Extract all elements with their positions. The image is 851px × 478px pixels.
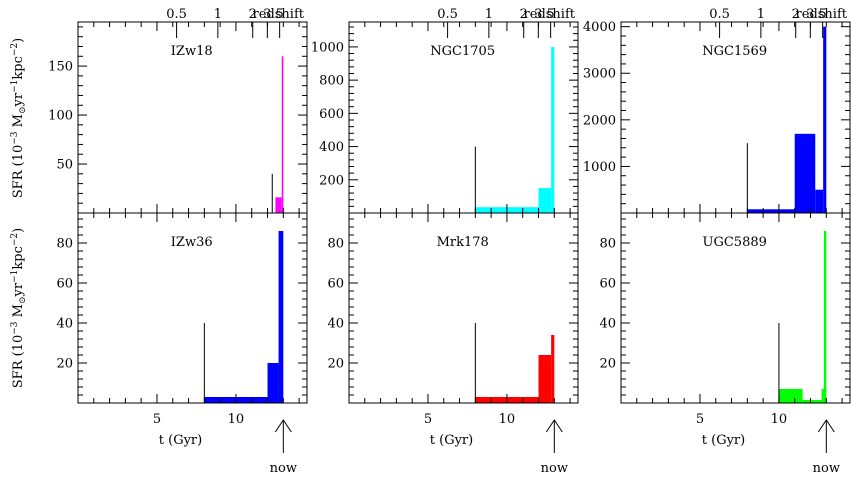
x-axis-label: t (Gyr) (702, 433, 745, 448)
y-tick-label: 400 (319, 140, 344, 155)
redshift-tick-label: 3 (806, 7, 814, 22)
panel-name-label: NGC1569 (702, 44, 767, 59)
y-tick-label: 20 (327, 357, 344, 372)
sfr-bar-3 (823, 231, 827, 403)
panel-izw18: 50 100 150 IZw18 532 1 0.5 redshift (48, 7, 308, 214)
panel-ngc1705: 200 400 600 800 1000 NGC1705 532 1 0.5 redshift (311, 7, 579, 214)
y-tick-label: 40 (599, 317, 616, 332)
sfr-bar-2 (815, 189, 824, 213)
redshift-tick-label: 5 (819, 7, 827, 22)
y-tick-label: 2000 (583, 113, 616, 128)
panel-mrk178: 20 40 60 80 5 10 Mrk178 t (Gyr) now (327, 212, 579, 476)
redshift-tick-label: 1 (485, 7, 493, 22)
y-tick-label: 4000 (583, 20, 616, 35)
y-tick-label: 80 (56, 237, 73, 252)
x-axis-label: t (Gyr) (159, 433, 202, 448)
redshift-tick-label: 5 (276, 7, 284, 22)
redshift-tick-label: 2 (249, 7, 257, 22)
sfr-bar-1 (538, 355, 552, 403)
sfr-bar-1 (538, 188, 552, 213)
panel-frame (348, 212, 579, 404)
y-tick-label: 50 (56, 158, 73, 173)
y-tick-label: 60 (327, 277, 344, 292)
panel-name-label: Mrk178 (437, 235, 489, 250)
sfr-bar-2 (551, 335, 555, 403)
sfr-bar-1 (267, 363, 279, 403)
redshift-tick-label: 3 (263, 7, 271, 22)
redshift-axis-label: redshift (253, 7, 305, 22)
sfr-bar-1 (802, 400, 822, 403)
redshift-tick-label: 0.5 (437, 7, 458, 22)
x-tick-label: 5 (696, 412, 704, 427)
x-tick-label: 10 (771, 412, 788, 427)
sfr-bar-3 (823, 26, 827, 213)
y-tick-label: 800 (319, 74, 344, 89)
y-tick-label: 1000 (311, 40, 344, 55)
y-tick-label: 3000 (583, 67, 616, 82)
y-axis-label-upper: SFR (10−3 M⊙yr−1kpc−2) (10, 38, 28, 198)
panel-ugc5889: 20 40 60 80 5 10 UGC5889 t (Gyr) now (599, 212, 851, 476)
panel-name-label: IZw36 (171, 235, 213, 250)
panel-izw36: 20 40 60 80 5 10 IZw36 t (Gyr) now (56, 212, 308, 476)
y-tick-label: 20 (599, 357, 616, 372)
sfr-bar-0 (747, 209, 795, 213)
y-tick-label: 40 (327, 317, 344, 332)
x-tick-label: 5 (153, 412, 161, 427)
x-tick-label: 10 (228, 412, 245, 427)
now-label: now (813, 461, 840, 476)
now-label: now (270, 461, 297, 476)
redshift-tick-label: 1 (214, 7, 222, 22)
now-label: now (541, 461, 568, 476)
sfr-bar-0 (275, 197, 282, 213)
panel-ngc1569: 1000 2000 3000 4000 NGC1569 532 1 0.5 redshift (583, 7, 851, 214)
panel-frame (77, 212, 308, 404)
redshift-axis-label: redshift (796, 7, 848, 22)
sfr-bar-2 (551, 46, 555, 214)
panel-name-label: NGC1705 (430, 44, 495, 59)
x-tick-label: 10 (499, 412, 516, 427)
y-tick-label: 20 (56, 357, 73, 372)
now-arrow-head (274, 419, 292, 433)
now-arrow-head (545, 419, 563, 433)
y-axis-label-text-upper: SFR (10−3 M⊙yr−1kpc−2) (10, 38, 28, 198)
y-tick-label: 100 (48, 109, 73, 124)
sfr-bar-1 (794, 133, 816, 213)
y-tick-label: 40 (56, 317, 73, 332)
y-tick-label: 60 (599, 277, 616, 292)
redshift-tick-label: 5 (547, 7, 555, 22)
panel-frame (620, 212, 851, 404)
x-axis-label: t (Gyr) (430, 433, 473, 448)
y-tick-label: 60 (56, 277, 73, 292)
panel-name-label: UGC5889 (703, 235, 767, 250)
redshift-tick-label: 3 (534, 7, 542, 22)
sfr-bar-2 (821, 389, 824, 403)
y-tick-label: 1000 (583, 160, 616, 175)
redshift-axis-label: redshift (524, 7, 576, 22)
redshift-tick-label: 2 (520, 7, 528, 22)
sfr-bar-0 (778, 389, 803, 403)
y-tick-label: 200 (319, 173, 344, 188)
redshift-tick-label: 0.5 (166, 7, 187, 22)
y-tick-label: 80 (599, 237, 616, 252)
panel-name-label: IZw18 (171, 44, 213, 59)
redshift-tick-label: 0.5 (709, 7, 730, 22)
redshift-tick-label: 1 (757, 7, 765, 22)
x-tick-label: 5 (424, 412, 432, 427)
y-tick-label: 150 (48, 60, 73, 75)
redshift-tick-label: 2 (792, 7, 800, 22)
now-arrow-head (817, 419, 835, 433)
y-tick-label: 600 (319, 107, 344, 122)
sfr-bar-1 (281, 56, 284, 214)
y-axis-label-lower: SFR (10−3 M⊙yr−1kpc−2) (10, 228, 28, 388)
y-axis-label-text-lower: SFR (10−3 M⊙yr−1kpc−2) (10, 228, 28, 388)
sfr-bar-2 (278, 231, 284, 403)
y-tick-label: 80 (327, 237, 344, 252)
